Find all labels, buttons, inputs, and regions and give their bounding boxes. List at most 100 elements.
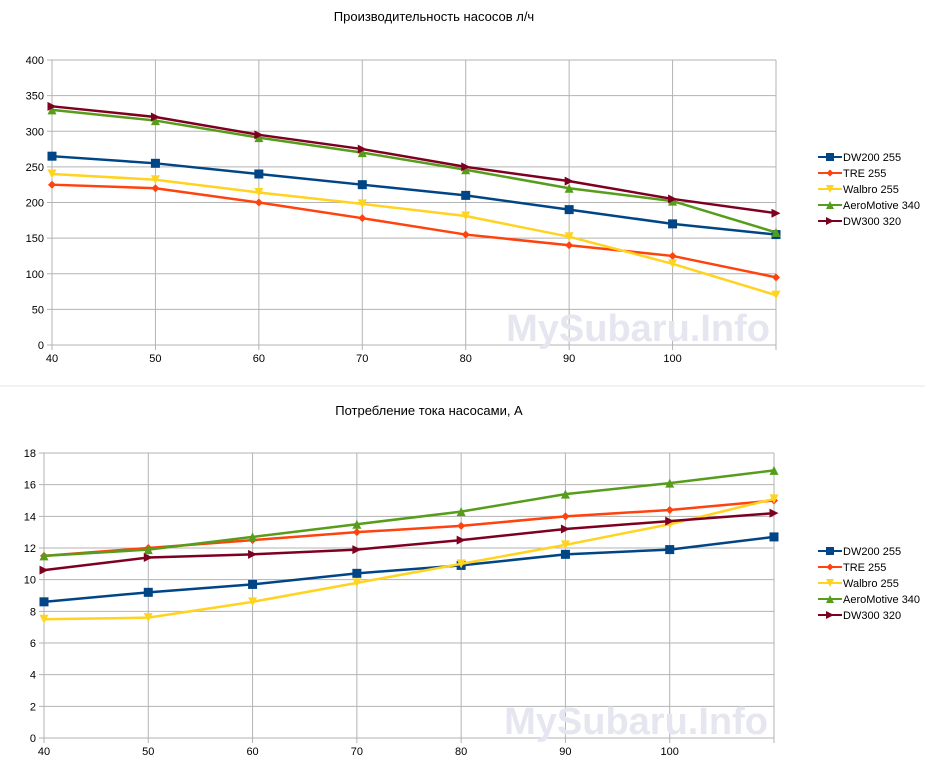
legend-marker (826, 611, 834, 619)
y-tick-label: 300 (26, 126, 44, 138)
chart-title: Потребление тока насосами, А (335, 403, 523, 418)
watermark-logo: MySubaru.Info (506, 308, 770, 350)
data-point (248, 597, 258, 607)
y-tick-label: 18 (24, 448, 36, 460)
series-line (43, 497, 775, 621)
data-point (560, 489, 570, 499)
data-point (456, 559, 466, 569)
data-point (352, 519, 362, 529)
legend-label: AeroMotive 340 (843, 594, 920, 606)
y-tick-label: 16 (24, 480, 36, 492)
data-point (143, 587, 153, 597)
data-point (668, 219, 678, 229)
y-tick-label: 10 (24, 575, 36, 587)
data-point (151, 184, 160, 193)
x-tick-label: 100 (663, 353, 681, 365)
series-aeromotive-340 (39, 465, 779, 561)
legend-label: Walbro 255 (843, 578, 899, 590)
data-point (248, 549, 258, 559)
y-tick-label: 6 (30, 638, 36, 650)
data-point (560, 549, 570, 559)
data-point (561, 512, 570, 521)
data-point (668, 251, 677, 260)
y-tick-label: 0 (38, 340, 44, 352)
series-dw200-255 (39, 532, 779, 607)
legend-label: Walbro 255 (843, 184, 899, 196)
data-point (254, 169, 264, 179)
data-point (150, 158, 160, 168)
y-tick-label: 8 (30, 606, 36, 618)
series-dw300-320 (47, 101, 781, 218)
legend-marker (826, 595, 834, 603)
data-point (456, 507, 466, 517)
series-dw300-320 (39, 508, 779, 575)
legend-label: TRE 255 (843, 168, 886, 180)
data-point (47, 151, 57, 161)
series-walbro-255 (39, 494, 779, 624)
x-tick-label: 70 (356, 353, 368, 365)
y-tick-label: 100 (26, 269, 44, 281)
series-line (51, 172, 777, 297)
y-tick-label: 350 (26, 91, 44, 103)
data-point (457, 521, 466, 530)
series-line (43, 535, 775, 604)
x-tick-label: 60 (253, 353, 265, 365)
y-tick-label: 14 (24, 511, 36, 523)
data-point (357, 148, 367, 158)
data-point (39, 614, 49, 624)
series-walbro-255 (47, 169, 781, 300)
data-point (769, 532, 779, 542)
data-point (248, 579, 258, 589)
legend-label: DW300 320 (843, 610, 901, 622)
data-point (47, 101, 57, 111)
data-point (461, 162, 471, 172)
data-point (248, 532, 258, 542)
data-point (665, 516, 675, 526)
data-point (150, 175, 160, 185)
x-tick-label: 80 (455, 746, 467, 758)
data-point (461, 211, 471, 221)
data-point (564, 205, 574, 215)
chart-2: Потребление тока насосами, А 0 2 4 6 8 10 12 14 1… (24, 403, 920, 758)
data-point (665, 506, 674, 514)
data-point (254, 188, 264, 198)
series-line (51, 108, 777, 234)
data-point (668, 194, 678, 204)
legend-label: DW300 320 (843, 216, 901, 228)
series-tre-255 (48, 180, 780, 282)
x-tick-label: 80 (460, 353, 472, 365)
data-point (564, 183, 574, 193)
data-point (352, 568, 362, 578)
series-line (51, 154, 777, 236)
data-point (771, 227, 781, 237)
data-point (254, 130, 264, 140)
legend-marker (826, 579, 834, 587)
y-tick-label: 4 (30, 670, 36, 682)
watermark-logo: MySubaru.Info (504, 701, 768, 743)
chart-title: Производительность насосов л/ч (334, 9, 534, 24)
data-point (357, 144, 367, 154)
data-point (771, 290, 781, 300)
data-point (769, 508, 779, 518)
data-point (357, 180, 367, 190)
x-tick-label: 40 (38, 746, 50, 758)
y-tick-label: 50 (32, 304, 44, 316)
data-point (150, 112, 160, 122)
data-point (47, 105, 57, 115)
data-point (254, 133, 264, 143)
data-point (769, 465, 779, 475)
chart-1: Производительность насосов л/ч 0 50 100 150 2… (26, 9, 920, 365)
data-point (39, 597, 49, 607)
data-point (772, 273, 780, 282)
data-point (665, 545, 675, 555)
x-tick-label: 90 (563, 353, 575, 365)
data-point (560, 524, 570, 534)
data-point (461, 165, 471, 175)
data-point (357, 199, 367, 209)
data-point (143, 613, 153, 623)
data-point (668, 259, 678, 269)
x-tick-label: 50 (149, 353, 161, 365)
y-tick-label: 0 (30, 733, 36, 745)
data-point (771, 208, 781, 218)
